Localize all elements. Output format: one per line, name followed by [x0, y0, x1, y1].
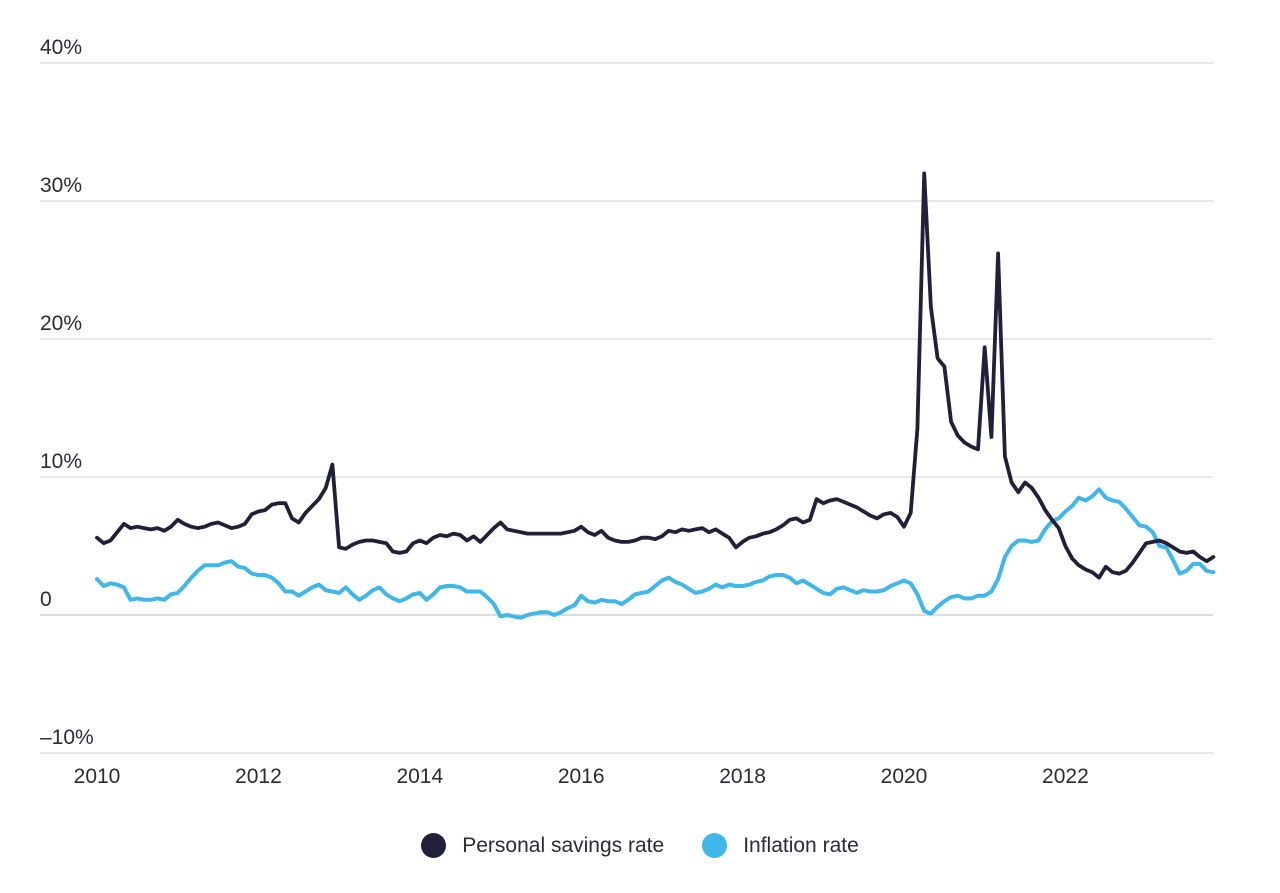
x-axis-labels: 2010 2012 2014 2016 2018 2020 2022: [74, 765, 1089, 788]
legend: Personal savings rate Inflation rate: [0, 833, 1280, 858]
x-tick-label: 2016: [558, 765, 605, 788]
y-tick-label: 20%: [40, 312, 82, 335]
x-tick-label: 2010: [74, 765, 121, 788]
y-tick-label: 40%: [40, 36, 82, 59]
x-tick-label: 2014: [396, 765, 443, 788]
y-tick-label: 30%: [40, 174, 82, 197]
y-tick-label: 0: [40, 588, 52, 611]
y-tick-label: 10%: [40, 450, 82, 473]
chart-plot-area: 40%30%20%10%0–10% 2010 2012 2014 2016 2018 20…: [40, 36, 1216, 788]
personal-savings-rate-legend-dot: [421, 833, 447, 858]
y-tick-label: –10%: [40, 726, 94, 749]
legend-item-inflation-rate: Inflation rate: [702, 833, 859, 858]
x-tick-label: 2022: [1042, 765, 1089, 788]
inflation-rate-legend-label: Inflation rate: [743, 833, 859, 857]
x-tick-label: 2020: [881, 765, 928, 788]
x-tick-label: 2018: [719, 765, 766, 788]
y-axis-labels: 40% 30% 20% 10% 0 –10%: [40, 36, 94, 749]
personal-savings-rate-legend-label: Personal savings rate: [462, 833, 665, 857]
personal-savings-rate-line: [95, 171, 1216, 580]
x-tick-label: 2012: [235, 765, 282, 788]
inflation-rate-line: [95, 487, 1216, 620]
gridlines: [40, 62, 1213, 754]
legend-item-personal-savings-rate: Personal savings rate: [421, 833, 664, 858]
inflation-rate-legend-dot: [702, 833, 728, 858]
